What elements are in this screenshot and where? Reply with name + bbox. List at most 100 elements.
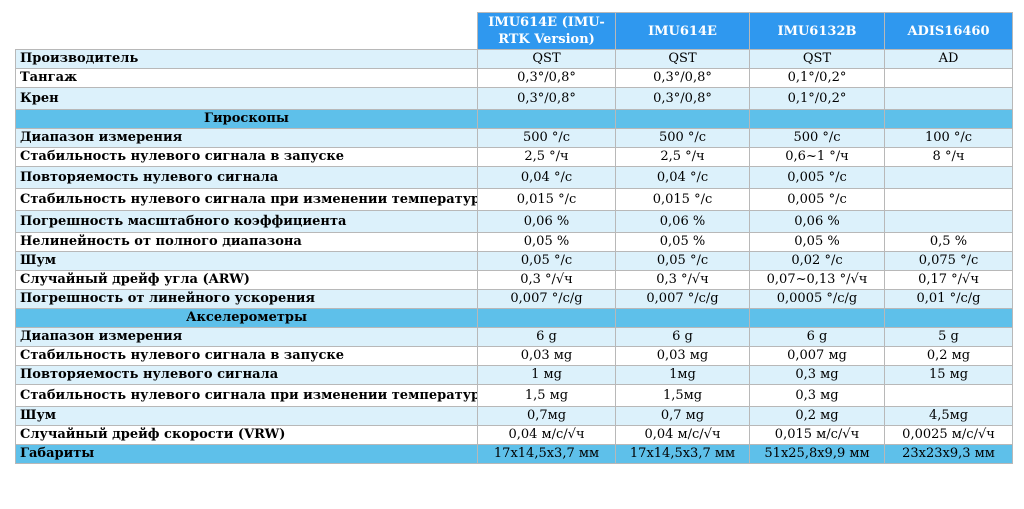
table-cell: 0,1°/0,2° (749, 68, 885, 88)
table-row: Стабильность нулевого сигнала в запуске 0… (15, 346, 1013, 366)
table-row: Повторяемость нулевого сигнала 0,04 °/с 0,… (15, 166, 1013, 189)
table-cell (749, 109, 885, 129)
table-row: Габариты 17х14,5х3,7 мм 17х14,5х3,7 мм 51х2… (15, 444, 1013, 464)
table-cell: 0,2 мg (884, 346, 1013, 366)
table-cell (884, 188, 1013, 211)
row-label: Погрешность масштабного коэффициента (15, 210, 478, 233)
table-cell: 1,5 мg (477, 384, 616, 407)
table-cell: 0,05 % (749, 232, 885, 252)
row-label: Габариты (15, 444, 478, 464)
table-cell: 0,1°/0,2° (749, 87, 885, 110)
table-cell: 0,5 % (884, 232, 1013, 252)
table-cell: 6 g (477, 327, 616, 347)
row-label: Стабильность нулевого сигнала в запуске (15, 346, 478, 366)
table-cell (477, 109, 616, 129)
table-cell: 0,05 % (615, 232, 750, 252)
row-label: Стабильность нулевого сигнала при измене… (15, 188, 478, 211)
table-cell: 0,07~0,13 °/√ч (749, 270, 885, 290)
table-cell: 0,2 мg (749, 406, 885, 426)
row-label: Повторяемость нулевого сигнала (15, 365, 478, 385)
table-cell: 0,007 °/с/g (615, 289, 750, 309)
table-cell (884, 384, 1013, 407)
table-cell: 6 g (615, 327, 750, 347)
table-cell: 0,04 м/с/√ч (477, 425, 616, 445)
table-cell: 0,007 °/с/g (477, 289, 616, 309)
table-cell: 0,005 °/с (749, 188, 885, 211)
table-row: Погрешность от линейного ускорения 0,007 … (15, 289, 1013, 309)
table-cell (749, 308, 885, 328)
table-row: Производитель QST QST QST AD (15, 49, 1013, 69)
table-row: Погрешность масштабного коэффициента 0,06… (15, 210, 1013, 233)
table-cell: 100 °/с (884, 128, 1013, 148)
row-label: Крен (15, 87, 478, 110)
row-label: Производитель (15, 49, 478, 69)
table-cell: 23х23х9,3 мм (884, 444, 1013, 464)
table-cell: 4,5мg (884, 406, 1013, 426)
table-row: Случайный дрейф угла (ARW) 0,3 °/√ч 0,3 °/… (15, 270, 1013, 290)
table-cell: 0,02 °/с (749, 251, 885, 271)
row-label: Погрешность от линейного ускорения (15, 289, 478, 309)
table-cell: 0,3 °/√ч (477, 270, 616, 290)
table-row: Случайный дрейф скорости (VRW) 0,04 м/с/√… (15, 425, 1013, 445)
table-cell: 0,04 °/с (615, 166, 750, 189)
table-row: Нелинейность от полного диапазона 0,05 % 0… (15, 232, 1013, 252)
table-row: Повторяемость нулевого сигнала 1 мg 1мg 0,3… (15, 365, 1013, 385)
table-cell: 1 мg (477, 365, 616, 385)
table-header-row: IMU614E (IMU-RTK Version) IMU614E IMU613… (15, 12, 1013, 50)
table-cell: 0,005 °/с (749, 166, 885, 189)
table-cell: 0,3°/0,8° (477, 87, 616, 110)
table-cell: 0,04 м/с/√ч (615, 425, 750, 445)
table-cell: 500 °/с (477, 128, 616, 148)
table-cell: 0,7мg (477, 406, 616, 426)
table-row: Стабильность нулевого сигнала при измене… (15, 384, 1013, 407)
header-adis16460: ADIS16460 (884, 12, 1013, 50)
table-cell: 500 °/с (615, 128, 750, 148)
table-cell: 0,06 % (477, 210, 616, 233)
table-cell (477, 308, 616, 328)
table-cell: 0,05 °/с (477, 251, 616, 271)
table-cell: 5 g (884, 327, 1013, 347)
header-corner-cell (15, 12, 478, 50)
table-cell (884, 87, 1013, 110)
table-cell (884, 166, 1013, 189)
table-cell: 0,0025 м/с/√ч (884, 425, 1013, 445)
table-cell: 0,06 % (615, 210, 750, 233)
table-cell: 0,01 °/с/g (884, 289, 1013, 309)
table-cell: 0,3 мg (749, 365, 885, 385)
header-imu6132b: IMU6132B (749, 12, 885, 50)
table-cell: 8 °/ч (884, 147, 1013, 167)
row-label: Шум (15, 406, 478, 426)
table-cell (615, 308, 750, 328)
table-cell: 0,17 °/√ч (884, 270, 1013, 290)
table-cell: 6 g (749, 327, 885, 347)
table-row: Шум 0,7мg 0,7 мg 0,2 мg 4,5мg (15, 406, 1013, 426)
row-label: Повторяемость нулевого сигнала (15, 166, 478, 189)
table-cell: 0,015 °/с (615, 188, 750, 211)
table-cell: 1,5мg (615, 384, 750, 407)
table-cell: 0,3 °/√ч (615, 270, 750, 290)
table-body: Производитель QST QST QST AD Тангаж 0,3°/0,8° 0… (15, 49, 1013, 464)
table-cell: 0,015 °/с (477, 188, 616, 211)
table-cell: 15 мg (884, 365, 1013, 385)
table-cell: 0,015 м/с/√ч (749, 425, 885, 445)
row-label: Тангаж (15, 68, 478, 88)
table-cell: 17х14,5х3,7 мм (615, 444, 750, 464)
table-cell: 0,03 мg (477, 346, 616, 366)
table-cell: 2,5 °/ч (615, 147, 750, 167)
table-cell: 0,05 °/с (615, 251, 750, 271)
table-cell (884, 109, 1013, 129)
header-imu614e-rtk: IMU614E (IMU-RTK Version) (477, 12, 616, 50)
row-label: Шум (15, 251, 478, 271)
row-label: Нелинейность от полного диапазона (15, 232, 478, 252)
table-cell: 0,7 мg (615, 406, 750, 426)
table-cell: QST (749, 49, 885, 69)
table-cell: 1мg (615, 365, 750, 385)
table-row: Крен 0,3°/0,8° 0,3°/0,8° 0,1°/0,2° (15, 87, 1013, 110)
imu-comparison-table: IMU614E (IMU-RTK Version) IMU614E IMU613… (15, 12, 1013, 464)
table-cell: QST (615, 49, 750, 69)
table-cell: 0,0005 °/с/g (749, 289, 885, 309)
table-cell (615, 109, 750, 129)
table-cell: 0,3°/0,8° (615, 87, 750, 110)
table-row: Стабильность нулевого сигнала при измене… (15, 188, 1013, 211)
